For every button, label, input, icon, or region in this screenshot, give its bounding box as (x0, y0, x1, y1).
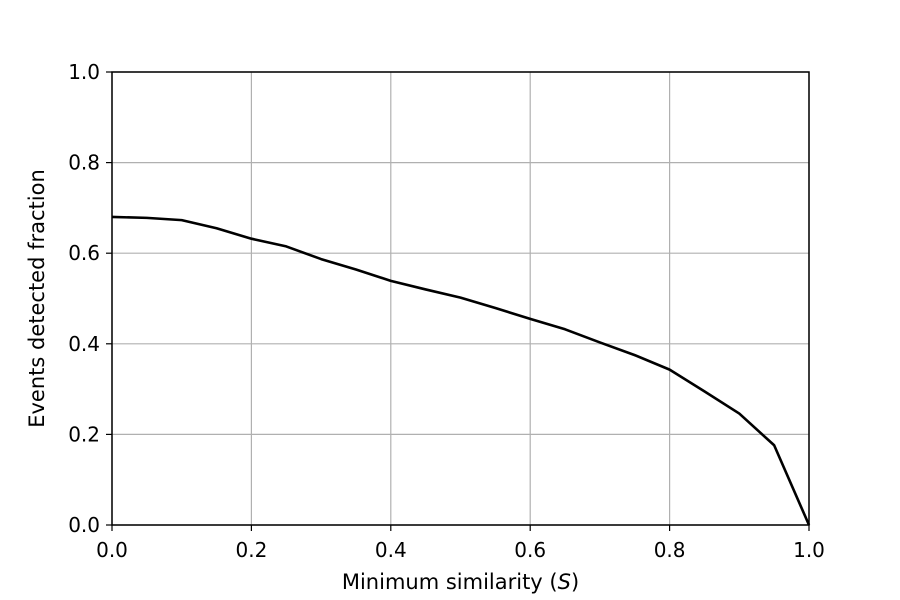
x-tick-label: 0.2 (235, 538, 267, 562)
series-layer (111, 215, 811, 526)
y-axis-label: Events detected fraction (25, 169, 49, 428)
y-tick-label: 0.6 (68, 241, 100, 265)
series-line (111, 215, 811, 526)
y-tick-label: 0.2 (68, 422, 100, 446)
x-tick-label: 0.8 (654, 538, 686, 562)
x-tick-label: 0.0 (96, 538, 128, 562)
y-tick-label: 1.0 (68, 60, 100, 84)
x-axis-label-text: Minimum similarity ( (342, 570, 558, 594)
x-axis-label: Minimum similarity (S) (342, 570, 579, 594)
plot-frame (111, 71, 810, 526)
y-axis-ticks: 0.0 0.2 0.4 0.6 0.8 1.0 (68, 60, 112, 537)
x-tick-label: 1.0 (793, 538, 825, 562)
x-axis-label-suffix: ) (571, 570, 579, 594)
x-tick-label: 0.6 (514, 538, 546, 562)
y-tick-label: 0.0 (68, 513, 100, 537)
x-tick-label: 0.4 (375, 538, 407, 562)
x-axis-ticks: 0.0 0.2 0.4 0.6 0.8 1.0 (96, 525, 825, 562)
y-tick-label: 0.8 (68, 151, 100, 175)
x-axis-label-symbol: S (558, 570, 571, 594)
y-tick-label: 0.4 (68, 332, 100, 356)
